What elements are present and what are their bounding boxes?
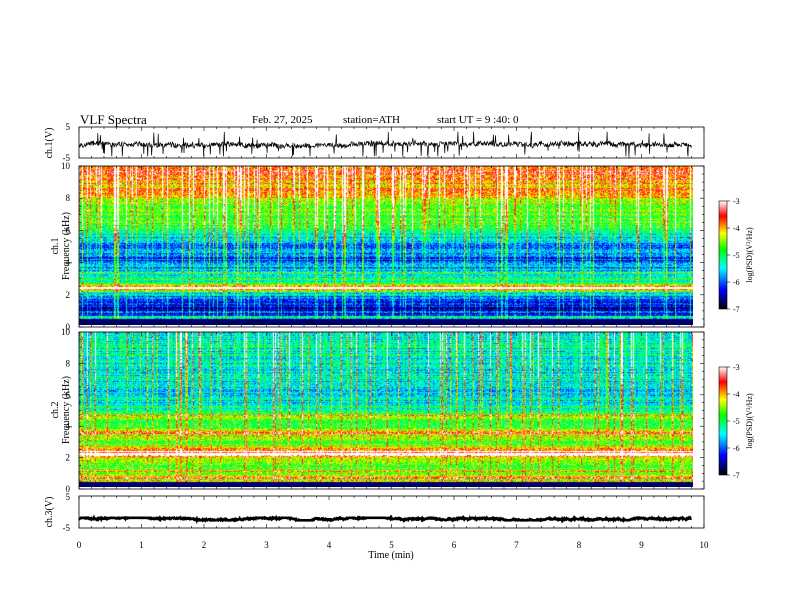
ch1-spectrogram-ylabel: Frequency (kHz): [61, 212, 72, 280]
y-tick-label-8: 8: [66, 193, 71, 203]
ch1-ytick-bottom: -5: [63, 153, 71, 163]
ch1-waveform-panel: 5 -5 ch.1(V): [44, 122, 705, 163]
colorbar-tick-label--4: -4: [733, 390, 740, 399]
x-tick-label-10: 10: [700, 540, 710, 550]
colorbar-tick-label--7: -7: [733, 305, 740, 314]
time-axis-labels: 0 1 2 3 4 5 6 7 8 9 10: [77, 540, 709, 550]
x-tick-label-2: 2: [202, 540, 207, 550]
y-tick-label-0: 0: [66, 484, 71, 494]
ch2-spectrogram-ylabel: Frequency (kHz): [61, 376, 72, 444]
y-tick-label-10: 10: [61, 161, 71, 171]
x-tick-label-4: 4: [327, 540, 332, 550]
ch2-spectrogram-panel: 0 2 4 6 8 10 ch.2 Frequency (kHz): [50, 327, 705, 494]
colorbar-tick-label--6: -6: [733, 444, 740, 453]
y-tick-label-0: 0: [66, 322, 71, 332]
ch2-spectrogram-yticks: 0 2 4 6 8 10: [61, 327, 704, 494]
y-tick-label-2: 2: [66, 453, 71, 463]
header-start-time: start UT = 9 :40: 0: [437, 114, 519, 126]
colorbar-tick-label--3: -3: [733, 197, 740, 206]
time-axis-ticks: [78, 127, 705, 528]
ch2-colorbar-label: log(PSD)(V²/Hz): [745, 393, 754, 449]
ch1-colorbar: -3 -4 -5 -6 -7 log(PSD)(V²/Hz): [718, 197, 754, 314]
x-tick-label-1: 1: [139, 540, 144, 550]
colorbar-tick-label--7: -7: [733, 471, 740, 480]
ch1-spectrogram-panel: 0 2 4 6 8 10 ch.1 Frequency (kHz): [50, 161, 705, 332]
ch1-colorbar-label: log(PSD)(V²/Hz): [745, 227, 754, 283]
x-tick-label-9: 9: [639, 540, 644, 550]
ch3-ytick-top: 5: [66, 492, 71, 502]
header-station: station=ATH: [343, 114, 400, 126]
ch2-spectrogram-ylabel-ch: ch.2: [50, 402, 61, 419]
ch3-waveform-ylabel: ch.3(V): [44, 497, 55, 528]
ch1-waveform-ylabel: ch.1(V): [44, 128, 55, 159]
ch2-colorbar-ticks: -3 -4 -5 -6 -7: [727, 363, 740, 480]
ch1-spectrogram-ylabel-ch: ch.1: [50, 238, 61, 255]
colorbar-tick-label--4: -4: [733, 224, 740, 233]
y-tick-label-2: 2: [66, 290, 71, 300]
y-tick-label-6: 6: [66, 225, 71, 235]
ch1-spectrogram-image: [79, 166, 693, 325]
ch2-spectrogram-image: [79, 332, 693, 487]
ch1-colorbar-gradient: [718, 200, 728, 310]
y-tick-label-4: 4: [66, 258, 71, 268]
figure-title: VLF Spectra: [80, 112, 147, 127]
x-tick-label-6: 6: [452, 540, 457, 550]
y-tick-label-8: 8: [66, 358, 71, 368]
y-tick-label-6: 6: [66, 390, 71, 400]
x-tick-label-7: 7: [514, 540, 519, 550]
x-tick-label-0: 0: [77, 540, 82, 550]
x-tick-label-8: 8: [577, 540, 582, 550]
colorbar-tick-label--6: -6: [733, 278, 740, 287]
colorbar-tick-label--5: -5: [733, 251, 740, 260]
ch3-waveform-panel: 5 -5 ch.3(V): [44, 492, 705, 533]
ch3-waveform-frame: [78, 495, 705, 529]
time-axis-label: Time (min): [368, 550, 413, 561]
ch2-colorbar: -3 -4 -5 -6 -7 log(PSD)(V²/Hz): [718, 363, 754, 480]
colorbar-tick-label--3: -3: [733, 363, 740, 372]
ch3-ytick-bottom: -5: [63, 523, 71, 533]
ch3-waveform-line: [78, 514, 692, 525]
colorbar-tick-label--5: -5: [733, 417, 740, 426]
y-tick-label-10: 10: [61, 327, 71, 337]
ch1-waveform-line: [78, 131, 692, 157]
ch1-colorbar-ticks: -3 -4 -5 -6 -7: [727, 197, 740, 314]
ch1-spectrogram-yticks: 0 2 4 6 8 10: [61, 161, 704, 332]
ch2-colorbar-gradient: [718, 366, 728, 476]
y-tick-label-4: 4: [66, 421, 71, 431]
header-date: Feb. 27, 2025: [252, 114, 313, 126]
x-tick-label-3: 3: [264, 540, 269, 550]
ch1-ytick-top: 5: [66, 122, 71, 132]
x-tick-label-5: 5: [389, 540, 394, 550]
